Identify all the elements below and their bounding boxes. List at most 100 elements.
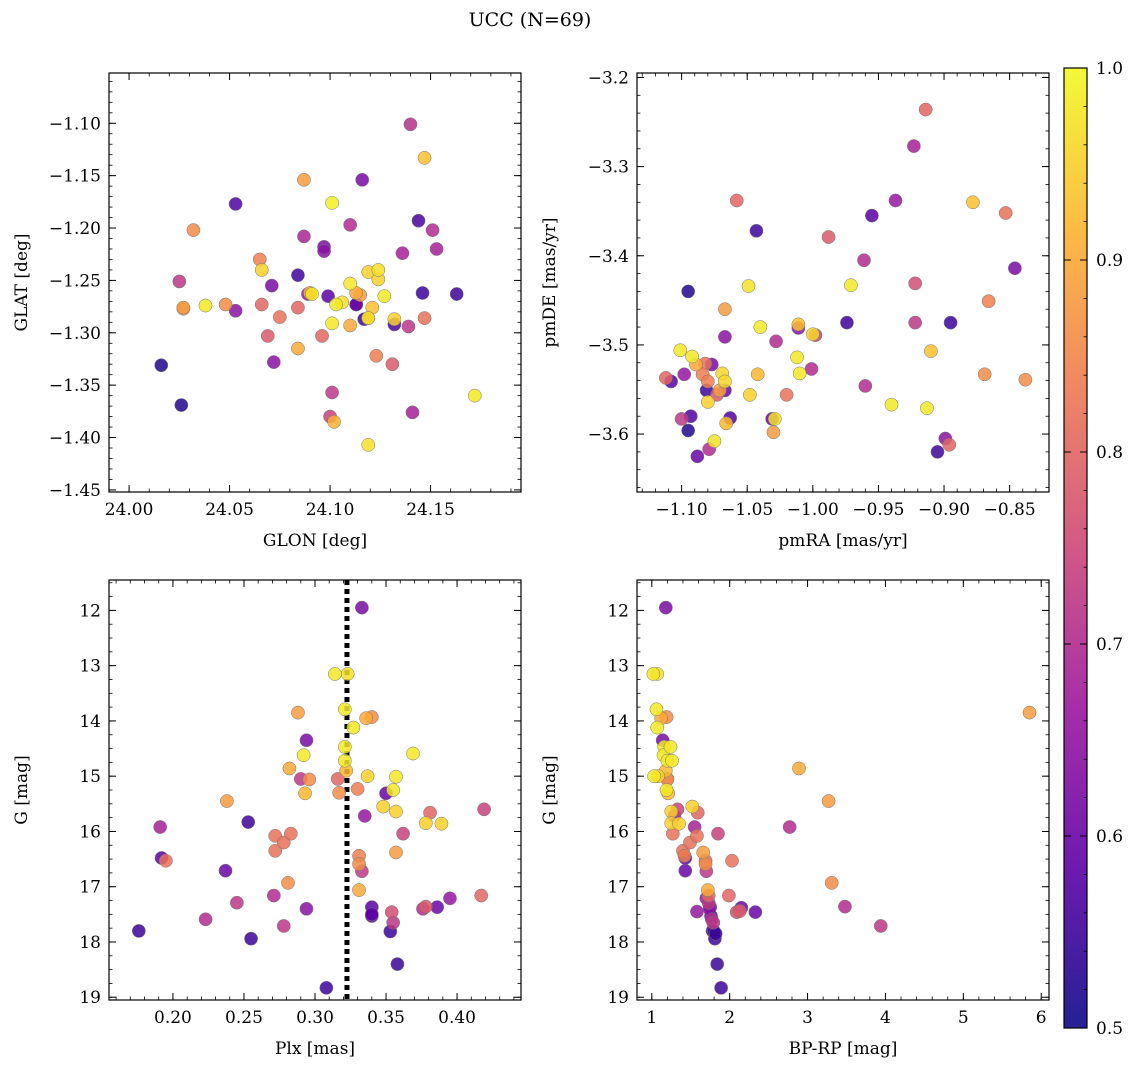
scatter-point xyxy=(647,769,661,784)
scatter-point xyxy=(766,425,781,440)
y-tick-label: 19 xyxy=(79,988,101,1008)
y-tick-label: 14 xyxy=(607,712,629,732)
colorbar-tick-label: 0.5 xyxy=(1096,1019,1123,1039)
x-tick-label: 0.25 xyxy=(225,1008,263,1028)
scatter-point xyxy=(701,883,715,897)
scatter-point xyxy=(272,310,287,324)
x-tick-label: 24.10 xyxy=(306,500,355,520)
scatter-points xyxy=(131,600,491,995)
scatter-point xyxy=(779,387,794,402)
scatter-point xyxy=(328,667,342,681)
scatter-point xyxy=(696,845,711,860)
scatter-point xyxy=(291,268,305,283)
scatter-point xyxy=(685,799,700,814)
scatter-point xyxy=(266,888,281,903)
scatter-point xyxy=(658,600,673,615)
scatter-point xyxy=(888,193,903,208)
scatter-point xyxy=(406,746,420,761)
scatter-point xyxy=(672,816,686,831)
scatter-point xyxy=(319,980,334,995)
scatter-point xyxy=(268,843,283,858)
scatter-point xyxy=(838,899,852,914)
y-axis-label: G [mag] xyxy=(12,755,32,824)
scatter-point xyxy=(260,329,275,343)
colorbar: 0.5 0.6 0.7 0.8 0.9 1.0 xyxy=(1063,59,1123,1039)
scatter-point xyxy=(415,286,430,300)
scatter-point xyxy=(678,863,693,878)
scatter-point xyxy=(417,311,432,325)
scatter-point xyxy=(343,276,358,291)
y-tick-label: 13 xyxy=(79,657,101,677)
plot-frame xyxy=(636,72,1050,493)
scatter-point xyxy=(434,816,449,831)
scatter-point xyxy=(315,329,329,343)
y-tick-label: 12 xyxy=(79,601,101,621)
colorbar-tick-label: 0.8 xyxy=(1096,443,1123,463)
scatter-point xyxy=(154,358,169,373)
x-tick-label: 0.20 xyxy=(154,1008,192,1028)
scatter-point xyxy=(198,298,213,313)
y-tick-label: −1.20 xyxy=(49,219,101,239)
y-tick-label: 15 xyxy=(607,767,629,787)
scatter-point xyxy=(908,276,923,291)
scatter-point xyxy=(981,294,996,309)
colorbar-tick-label: 0.6 xyxy=(1096,827,1123,847)
panel-3: 0.20 0.25 0.30 0.35 0.40 12 13 14 15 16 17 18 19 Plx … xyxy=(12,579,522,1059)
scatter-point xyxy=(924,344,938,358)
scatter-point xyxy=(417,150,432,165)
x-tick-label: 24.05 xyxy=(205,500,254,520)
scatter-point xyxy=(782,820,797,834)
scatter-point xyxy=(725,853,739,868)
scatter-point xyxy=(158,853,173,868)
y-tick-label: −3.4 xyxy=(588,247,629,267)
scatter-point xyxy=(321,289,335,303)
scatter-point xyxy=(690,449,705,464)
scatter-point xyxy=(299,733,314,748)
scatter-point xyxy=(844,278,858,293)
scatter-point xyxy=(330,772,345,786)
colorbar-tick-label: 1.0 xyxy=(1096,59,1123,79)
y-tick-label: −1.15 xyxy=(49,167,101,187)
colorbar-tick-label: 0.7 xyxy=(1096,635,1123,655)
scatter-point xyxy=(443,891,457,906)
scatter-point xyxy=(282,761,297,776)
scatter-point xyxy=(706,915,721,930)
x-tick-label: 24.00 xyxy=(105,500,154,520)
scatter-point xyxy=(449,287,464,301)
scatter-point xyxy=(337,702,352,717)
scatter-points xyxy=(154,117,482,452)
y-tick-label: −1.10 xyxy=(49,114,101,134)
y-tick-label: 18 xyxy=(79,933,101,953)
y-tick-label: −3.3 xyxy=(588,158,629,178)
x-tick-label: 0.40 xyxy=(438,1008,476,1028)
scatter-point xyxy=(664,804,679,819)
x-tick-label: −0.90 xyxy=(918,500,970,520)
scatter-point xyxy=(305,287,319,301)
scatter-point xyxy=(396,826,410,841)
scatter-point xyxy=(384,905,399,919)
scatter-point xyxy=(390,957,405,971)
y-tick-label: 17 xyxy=(607,878,629,898)
scatter-point xyxy=(264,278,279,293)
plot-frame xyxy=(108,579,522,1001)
scatter-point xyxy=(749,223,764,238)
scatter-point xyxy=(741,279,756,293)
scatter-point xyxy=(299,901,314,916)
scatter-point xyxy=(337,740,352,754)
scatter-point xyxy=(792,366,807,381)
scatter-point xyxy=(418,816,433,831)
scatter-point xyxy=(865,208,879,223)
scatter-point xyxy=(750,367,765,382)
scatter-point xyxy=(681,284,696,299)
scatter-point xyxy=(198,912,213,927)
colorbar-gradient xyxy=(1063,67,1088,1029)
scatter-point xyxy=(346,720,361,735)
scatter-point xyxy=(218,297,233,312)
x-tick-label: −1.00 xyxy=(787,500,839,520)
scatter-point xyxy=(186,223,201,237)
scatter-point xyxy=(360,769,375,784)
scatter-point xyxy=(266,355,281,369)
x-axis-label: BP-RP [mag] xyxy=(789,1039,898,1059)
scatter-point xyxy=(281,875,295,890)
